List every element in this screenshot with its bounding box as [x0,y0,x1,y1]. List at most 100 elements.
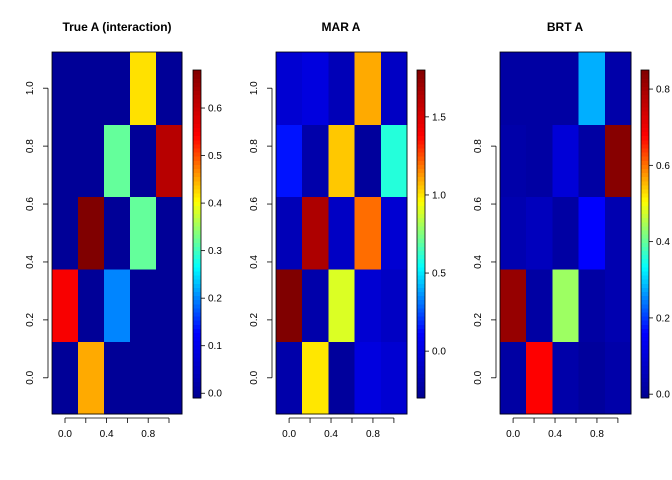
colorbar-segment [193,193,201,198]
colorbar-segment [193,270,201,276]
colorbar-segment [193,369,201,374]
colorbar-segment [417,201,425,206]
colorbar-segment [641,344,649,350]
colorbar-segment [417,369,425,374]
colorbar-segment [193,299,201,305]
colorbar-segment [193,348,201,354]
colorbar-segment [417,275,425,280]
colorbar-segment [417,238,425,243]
colorbar-segment [641,172,649,178]
colorbar-segment [641,287,649,292]
colorbar-segment [417,205,425,210]
colorbar-segment [417,102,425,108]
colorbar-segment [193,266,201,272]
colorbar-tick-label: 0.6 [656,161,670,172]
colorbar-segment [417,119,425,124]
y-tick-label: 0.8 [473,139,484,153]
colorbar-segment [193,242,201,247]
colorbar-segment [417,115,425,120]
colorbar-segment [417,336,425,342]
colorbar-segment [193,209,201,215]
colorbar-segment [641,361,649,366]
colorbar-segment [193,188,201,194]
colorbar-segment [417,143,425,149]
heatmap-cell [52,269,79,342]
colorbar-segment [193,115,201,120]
colorbar-segment [641,197,649,202]
x-tick-label: 0.0 [506,429,520,440]
colorbar-segment [417,250,425,256]
colorbar-tick-label: 0.0 [208,389,222,400]
colorbar-segment [641,340,649,346]
colorbar-segment [193,143,201,149]
colorbar-segment [193,147,201,153]
colorbar-segment [417,246,425,251]
colorbar-segment [417,307,425,313]
colorbar-segment [641,373,649,379]
plot-frame [51,51,183,415]
colorbar-segment [193,160,201,165]
colorbar-segment [641,377,649,383]
heatmap-panel-1: True A (interaction) 0.0 0.4 0.8 0.0 0.2 0.4 0.… [25,20,222,440]
colorbar-segment [641,311,649,317]
heatmap-cell [354,124,382,198]
colorbar-segment [641,369,649,374]
colorbar-tick-label: 0.4 [656,237,670,248]
colorbar-tick-label: 0.0 [656,390,670,401]
heatmap-cell [526,196,553,270]
x-tick-label: 0.4 [548,429,562,440]
colorbar-segment [417,361,425,366]
heatmap-cell [130,124,157,198]
heatmap-panel-3: BRT A 0.0 0.4 0.8 0.0 0.2 0.4 0.6 0.8 0.0 0.2 0.4 0.… [473,20,670,440]
heatmap-cell [380,196,408,270]
colorbar-segment [193,156,201,161]
heatmap-cell [104,341,131,415]
colorbar-segment [641,221,649,227]
chart-title: True A (interaction) [62,20,171,34]
heatmap-cell [302,196,329,270]
colorbar-segment [641,180,649,186]
colorbar-segment [417,242,425,247]
colorbar-segment [417,357,425,362]
heatmap-cell [276,341,303,415]
colorbar-segment [193,344,201,350]
heatmap-cell [328,196,355,270]
colorbar-segment [417,193,425,198]
colorbar-segment [417,221,425,227]
y-tick-label: 0.4 [249,255,260,269]
colorbar-segment [417,279,425,284]
colorbar-segment [641,147,649,153]
colorbar-segment [641,250,649,256]
colorbar-segment [193,234,201,239]
heatmap-cell [130,341,157,415]
colorbar-segment [641,381,649,387]
heatmap-cell [380,52,408,125]
colorbar-segment [641,283,649,288]
heatmap-cell [328,124,355,198]
heatmap-cell [78,196,105,270]
colorbar-segment [417,316,425,321]
colorbar-segment [641,168,649,174]
colorbar-segment [193,180,201,186]
colorbar-segment [193,324,201,329]
chart-title: MAR A [322,20,361,34]
colorbar-segment [641,389,649,395]
x-tick-label: 0.0 [58,429,72,440]
colorbar-segment [193,393,201,399]
colorbar-segment [193,176,201,182]
colorbar-segment [641,152,649,157]
colorbar-segment [641,246,649,251]
colorbar-segment [417,176,425,182]
heatmap-cell [500,196,527,270]
colorbar-segment [193,381,201,387]
colorbar-tick-label: 0.1 [208,341,222,352]
colorbar-segment [641,106,649,112]
heatmap-cell [302,341,329,415]
colorbar-segment [417,86,425,92]
colorbar-segment [641,176,649,182]
heatmap-cell [526,52,553,125]
y-tick-label: 0.2 [249,312,260,326]
colorbar-segment [641,102,649,108]
colorbar-segment [193,197,201,202]
